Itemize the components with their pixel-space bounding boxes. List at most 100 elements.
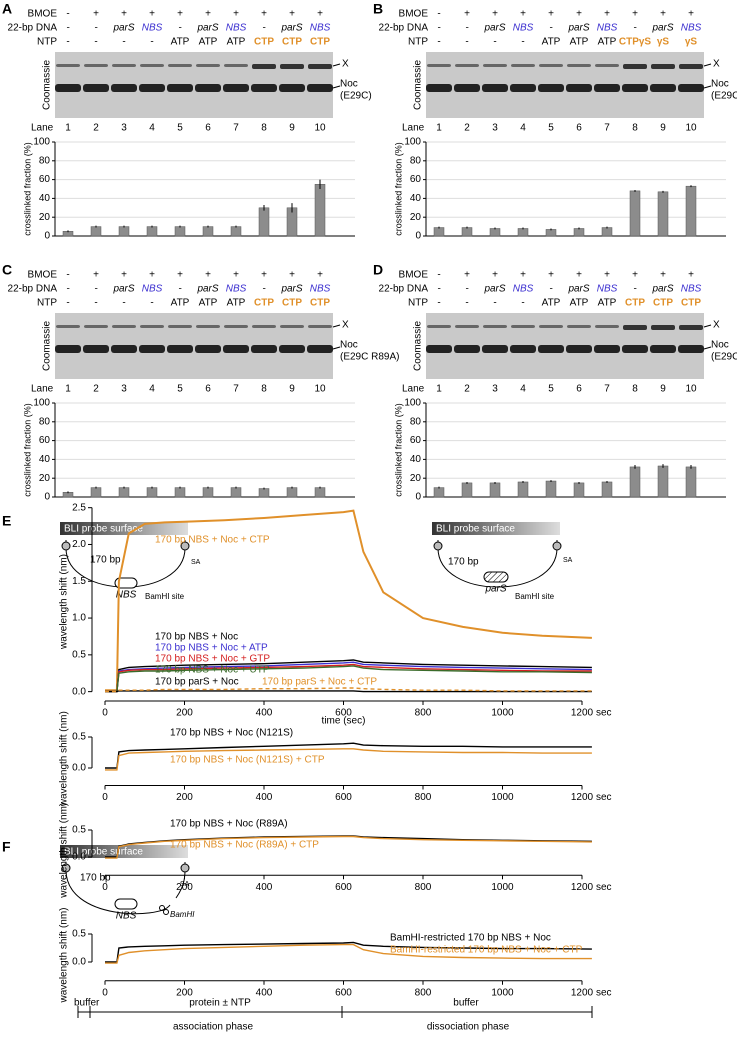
condition-cell: ATP xyxy=(227,298,246,309)
y-tick-label: 40 xyxy=(39,193,51,204)
x-tick-label: 1000 xyxy=(491,792,514,803)
x-unit: sec xyxy=(596,882,612,893)
series-line xyxy=(105,943,592,964)
condition-cell: parS xyxy=(567,284,589,295)
condition-cell: NBS xyxy=(142,284,163,295)
gel-band xyxy=(483,325,507,328)
condition-cell: - xyxy=(549,23,553,34)
gel-band xyxy=(651,325,675,330)
x-tick-label: 400 xyxy=(256,987,273,998)
length-label: 170 bp xyxy=(90,555,121,566)
condition-cell: + xyxy=(492,9,498,20)
legend-entry: 170 bp parS + Noc xyxy=(155,677,239,688)
bar xyxy=(118,487,130,498)
gel-band xyxy=(83,84,109,92)
series-line xyxy=(105,748,592,771)
scissors xyxy=(159,905,165,911)
condition-cell: + xyxy=(604,9,610,20)
condition-cell: parS xyxy=(112,23,134,34)
panel-label: C xyxy=(2,262,12,278)
condition-cell: ATP xyxy=(542,298,561,309)
y-tick-label: 0.5 xyxy=(72,929,86,940)
gel-band xyxy=(56,325,80,328)
anchor-label: SA xyxy=(563,557,573,564)
lane-prefix: Lane xyxy=(31,123,54,134)
condition-cell: - xyxy=(465,298,468,309)
lane-number: 9 xyxy=(289,123,295,134)
lane-number: 10 xyxy=(685,384,697,395)
condition-cell: - xyxy=(66,23,70,34)
series-line xyxy=(105,509,592,692)
gel-band xyxy=(196,325,220,328)
condition-cell: - xyxy=(521,298,524,309)
condition-cell: - xyxy=(94,37,97,48)
condition-cell: + xyxy=(177,9,183,20)
restriction-label: BamHI xyxy=(170,910,195,919)
x-tick-label: 0 xyxy=(102,987,108,998)
bar xyxy=(230,226,242,237)
gel-band xyxy=(308,325,332,328)
anchor xyxy=(61,863,71,873)
lane-number: 5 xyxy=(548,384,554,395)
panel-label: A xyxy=(2,1,12,17)
gel-band xyxy=(55,345,81,353)
bar xyxy=(545,229,557,237)
phase-step: protein ± NTP xyxy=(189,998,251,1009)
condition-cell: + xyxy=(317,270,323,281)
condition-cell: + xyxy=(520,9,526,20)
band-label: X xyxy=(342,59,349,70)
condition-cell: + xyxy=(233,9,239,20)
lane-number: 9 xyxy=(289,384,295,395)
y-tick-label: 0.0 xyxy=(72,852,86,863)
y-tick-label: 80 xyxy=(410,155,422,166)
bar xyxy=(685,185,697,237)
band-pointer xyxy=(332,63,341,67)
y-tick-label: 60 xyxy=(410,435,422,446)
gel-band xyxy=(280,325,304,328)
lane-number: 7 xyxy=(233,384,239,395)
condition-cell: CTP xyxy=(282,298,302,309)
lane-number: 4 xyxy=(149,384,155,395)
gel-band xyxy=(566,345,592,353)
y-tick-label: 100 xyxy=(33,398,50,409)
condition-cell: CTP xyxy=(653,298,673,309)
condition-cell: + xyxy=(177,270,183,281)
condition-cell: - xyxy=(94,298,97,309)
gel-band xyxy=(679,64,703,69)
condition-cell: NBS xyxy=(513,284,534,295)
gel-band xyxy=(678,84,704,92)
y-tick-label: 20 xyxy=(39,473,51,484)
condition-cell: + xyxy=(660,9,666,20)
gel-band xyxy=(195,84,221,92)
y-axis-label: wavelength shift (nm) xyxy=(59,554,70,650)
y-tick-label: 0 xyxy=(415,492,421,503)
condition-cell: - xyxy=(465,37,468,48)
series-line xyxy=(105,687,592,693)
gel-band xyxy=(455,325,479,328)
y-axis-label: crosslinked fraction (%) xyxy=(22,142,32,236)
condition-cell: ATP xyxy=(171,298,190,309)
gel-band xyxy=(566,84,592,92)
condition-cell: + xyxy=(205,270,211,281)
bar xyxy=(258,207,270,237)
condition-cell: CTP xyxy=(310,298,330,309)
condition-cell: - xyxy=(437,9,440,20)
gel-band xyxy=(482,84,508,92)
phase-name: dissociation phase xyxy=(427,1022,510,1033)
anchor xyxy=(180,863,190,873)
lane-number: 3 xyxy=(492,123,498,134)
y-tick-label: 60 xyxy=(39,174,51,185)
x-tick-label: 200 xyxy=(176,708,193,719)
y-tick-label: 60 xyxy=(39,435,51,446)
bar xyxy=(90,226,102,237)
x-tick-label: 1000 xyxy=(491,708,514,719)
condition-cell: + xyxy=(261,9,267,20)
y-tick-label: 40 xyxy=(410,454,422,465)
row-label: BMOE xyxy=(28,9,58,20)
y-axis-label: crosslinked fraction (%) xyxy=(393,403,403,497)
gel-band xyxy=(140,64,164,67)
condition-cell: parS xyxy=(483,284,505,295)
condition-cell: parS xyxy=(483,23,505,34)
bar xyxy=(433,487,445,498)
gel-band xyxy=(252,64,276,69)
